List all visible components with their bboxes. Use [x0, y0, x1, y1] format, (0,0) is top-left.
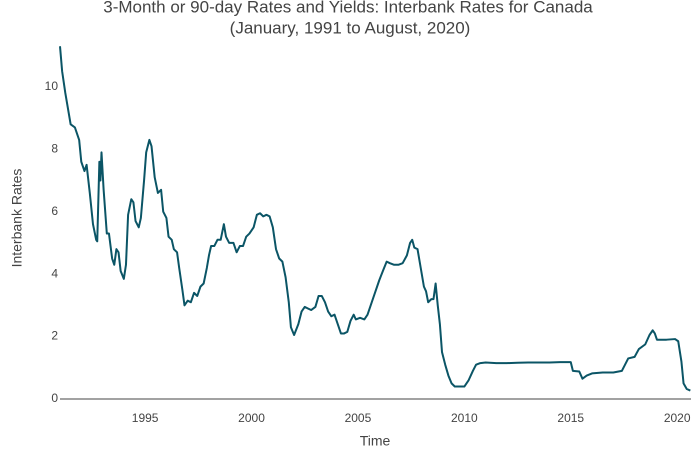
y-tick-label: 4: [51, 266, 58, 280]
y-tick-label: 8: [51, 141, 58, 155]
y-tick-label: 6: [51, 204, 58, 218]
y-tick-label: 0: [51, 391, 58, 405]
y-tick-label: 2: [51, 329, 58, 343]
chart-title: 3-Month or 90-day Rates and Yields: Inte…: [103, 0, 593, 16]
x-tick-label: 2015: [557, 411, 584, 425]
x-tick-label: 2000: [238, 411, 265, 425]
series-line: [59, 46, 691, 392]
x-tick-label: 1995: [132, 411, 159, 425]
x-tick-label: 2020: [664, 411, 691, 425]
x-tick-label: 2010: [451, 411, 478, 425]
x-axis-title: Time: [360, 433, 391, 449]
x-tick-label: 2005: [345, 411, 372, 425]
y-tick-label: 10: [45, 79, 59, 93]
y-axis-title: Interbank Rates: [9, 169, 25, 268]
chart-subtitle: (January, 1991 to August, 2020): [230, 18, 471, 37]
